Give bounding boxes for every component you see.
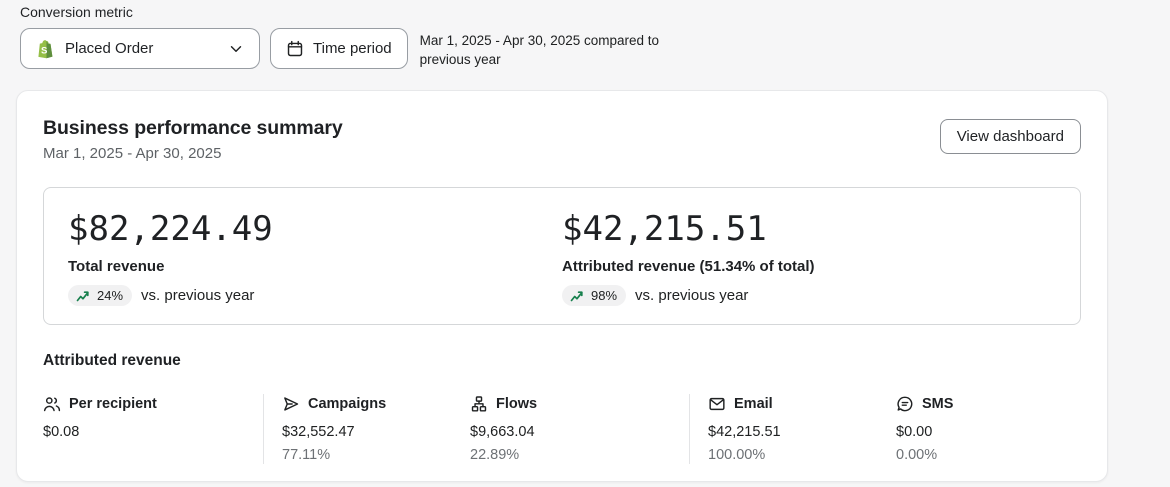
metric-email: Email $42,215.51 100.00% [689,394,896,464]
attributed-revenue-label: Attributed revenue (51.34% of total) [562,258,815,275]
flow-icon [470,395,488,413]
view-dashboard-button[interactable]: View dashboard [939,119,1081,154]
top-bar: Conversion metric S Placed Order [0,0,1170,69]
metric-percent: 77.11% [282,447,331,463]
svg-text:S: S [41,45,48,56]
metric-label: Flows [496,396,538,412]
conversion-metric-value: Placed Order [65,40,154,57]
revenue-stats-box: $82,224.49 Total revenue 24% vs. previou… [43,187,1081,325]
total-revenue-change: 24% [97,288,124,303]
metric-percent: 22.89% [470,447,520,463]
metric-sms: SMS $0.00 0.00% [896,394,1081,464]
metric-flows: Flows $9,663.04 22.89% [470,394,689,464]
conversion-metric-label: Conversion metric [20,4,133,20]
attributed-revenue-stat: $42,215.51 Attributed revenue (51.34% of… [562,208,1056,306]
card-title: Business performance summary [43,117,343,139]
attributed-revenue-heading: Attributed revenue [43,352,181,369]
metric-percent: 100.00% [708,447,766,463]
metric-value: $0.08 [43,424,80,440]
metric-value: $42,215.51 [708,424,781,440]
calendar-icon [286,40,304,58]
time-period-button[interactable]: Time period [270,28,408,69]
business-performance-card: Business performance summary Mar 1, 2025… [16,90,1108,482]
metric-label: Email [734,396,773,412]
total-revenue-value: $82,224.49 [68,209,273,249]
metric-label: Campaigns [308,396,387,412]
conversion-metric-dropdown[interactable]: S Placed Order [20,28,260,69]
email-icon [708,395,726,413]
metric-per-recipient: Per recipient $0.08 [43,394,263,464]
metric-label: Per recipient [69,396,157,412]
comparison-period-text: Mar 1, 2025 - Apr 30, 2025 compared to p… [419,33,660,67]
shopify-icon: S [35,39,55,59]
send-icon [282,395,300,413]
attributed-revenue-metrics: Per recipient $0.08 Campaigns $32,552.47… [43,394,1081,464]
metric-value: $9,663.04 [470,424,535,440]
total-revenue-change-badge: 24% [68,285,133,306]
attributed-revenue-value: $42,215.51 [562,209,767,249]
attributed-revenue-change: 98% [591,288,618,303]
trend-up-icon [76,290,91,302]
total-revenue-label: Total revenue [68,258,165,275]
attributed-revenue-change-suffix: vs. previous year [635,287,749,304]
metric-percent: 0.00% [896,447,938,463]
attributed-revenue-change-badge: 98% [562,285,627,306]
trend-up-icon [570,290,585,302]
metric-campaigns: Campaigns $32,552.47 77.11% [263,394,470,464]
total-revenue-change-suffix: vs. previous year [141,287,255,304]
sms-icon [896,395,914,413]
total-revenue-stat: $82,224.49 Total revenue 24% vs. previou… [68,208,562,306]
time-period-label: Time period [313,40,392,57]
card-date-range: Mar 1, 2025 - Apr 30, 2025 [43,145,222,162]
metric-label: SMS [922,396,954,412]
metric-value: $32,552.47 [282,424,355,440]
chevron-down-icon [227,40,245,58]
metric-value: $0.00 [896,424,933,440]
people-icon [43,395,61,413]
